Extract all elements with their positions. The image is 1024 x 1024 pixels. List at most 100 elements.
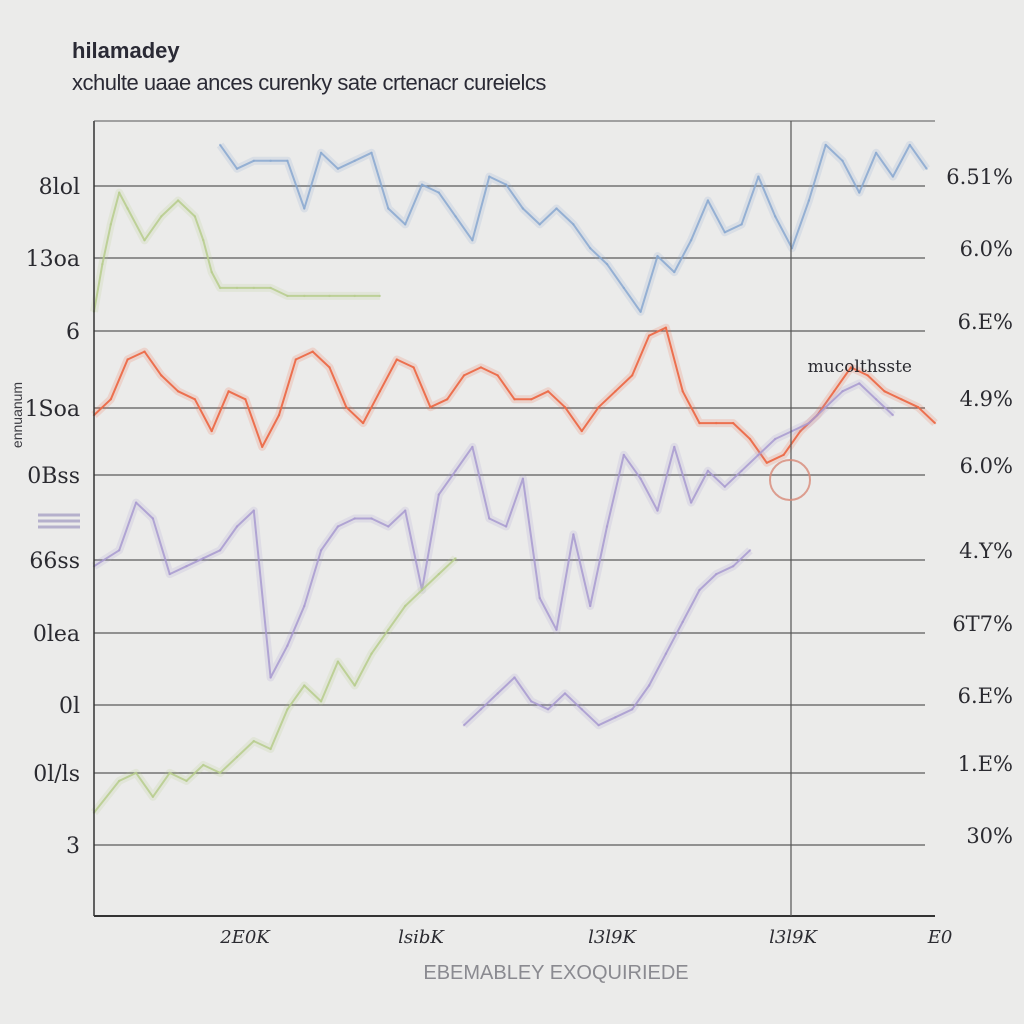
point-purple-lower-6 (563, 692, 567, 695)
point-red-29 (580, 429, 583, 433)
point-purple-9 (252, 509, 255, 512)
point-red-16 (361, 421, 365, 425)
y-right-tick-8: 1.E% (958, 752, 1013, 776)
point-green-15 (286, 294, 289, 298)
point-green-13 (252, 286, 255, 290)
point-purple-lower-1 (479, 708, 483, 711)
chart-title: hilamadey (72, 38, 180, 63)
y-left-tick-3: 1Soa (25, 397, 80, 422)
series-glow-green-lower (90, 555, 459, 816)
point-purple-lower-10 (631, 708, 634, 711)
point-green-lower-18 (404, 604, 407, 608)
point-blue-39 (874, 151, 878, 154)
y-left-tick-0: 8lol (39, 175, 80, 200)
point-purple-14 (336, 525, 340, 528)
point-red-40 (765, 461, 768, 464)
point-purple-lower-11 (647, 684, 651, 687)
point-purple-lower-4 (530, 700, 533, 703)
point-red-17 (378, 390, 382, 393)
point-green-10 (210, 270, 213, 274)
point-green-2 (109, 223, 113, 226)
point-red-19 (412, 366, 415, 369)
point-purple-lower-16 (732, 565, 735, 568)
axes (93, 120, 935, 917)
point-purple-18 (404, 509, 407, 512)
point-red-46 (866, 374, 869, 377)
point-green-8 (193, 215, 197, 218)
point-purple-lower-5 (546, 708, 550, 711)
point-red-18 (395, 358, 398, 361)
point-purple-46 (874, 398, 878, 401)
point-red-22 (462, 374, 466, 377)
y-left-tick-7: 0l (59, 694, 80, 719)
point-red-4 (160, 374, 163, 377)
point-blue-11 (404, 223, 407, 226)
point-red-50 (933, 421, 937, 425)
point-blue-42 (925, 167, 928, 170)
grid-lines (94, 185, 925, 846)
point-purple-25 (521, 477, 525, 480)
point-purple-lower-9 (614, 716, 617, 719)
x-tick-3: l3l9K (769, 927, 818, 948)
point-blue-3 (269, 159, 272, 162)
point-purple-34 (673, 445, 676, 449)
point-blue-7 (336, 167, 340, 170)
x-tick-1: lsibK (398, 927, 445, 948)
point-red-45 (849, 366, 853, 369)
series-line-green-lower (93, 557, 457, 814)
y-left-tick-1: 13oa (26, 247, 80, 272)
point-purple-44 (841, 390, 844, 393)
point-blue-20 (555, 207, 558, 210)
point-green-lower-14 (336, 660, 340, 663)
series-glow-red (91, 323, 938, 467)
point-red-30 (597, 406, 600, 409)
x-tick-2: l3l9K (588, 927, 637, 948)
point-blue-17 (504, 183, 508, 186)
point-purple-37 (723, 485, 726, 488)
point-red-33 (647, 334, 651, 337)
point-purple-35 (689, 501, 693, 504)
y-right-tick-5: 4.Y% (959, 539, 1013, 563)
point-purple-36 (706, 469, 710, 472)
point-green-lower-15 (353, 684, 356, 687)
point-purple-30 (605, 525, 609, 528)
point-green-4 (126, 207, 129, 210)
highlight-circle (769, 459, 811, 501)
y-left-tick-2: 6 (66, 320, 80, 345)
point-red-48 (900, 398, 903, 401)
point-purple-28 (572, 533, 575, 536)
tick-labels: 8lol 13oa 6 1Soa 0Bss 66ss 0lea 0l 0l/ls 3 6.51% 6.… (9, 165, 1013, 984)
point-purple-40 (774, 437, 777, 441)
series-glow-green (90, 188, 380, 313)
point-blue-30 (723, 231, 726, 234)
point-red-20 (429, 406, 432, 409)
point-red-7 (210, 429, 213, 433)
y-right-tick-6: 6T7% (952, 612, 1013, 636)
point-red-31 (614, 390, 617, 393)
y-left-tick-4: 0Bss (27, 464, 80, 489)
y-right-tick-4: 6.0% (960, 454, 1013, 478)
point-purple-47 (891, 413, 895, 417)
y-right-tick-3: 4.9% (960, 387, 1013, 411)
point-purple-33 (656, 509, 659, 512)
point-red-10 (261, 445, 264, 449)
point-blue-22 (589, 247, 592, 250)
point-purple-lower-14 (698, 588, 701, 592)
point-green-7 (176, 199, 180, 202)
point-red-38 (732, 421, 735, 425)
x-tick-4: E0 (927, 927, 953, 948)
series-glow-purple-lower (461, 547, 753, 730)
series-glow-blue (216, 140, 930, 316)
point-green-lower-1 (118, 779, 121, 783)
point-blue-2 (252, 159, 255, 162)
point-red-24 (496, 374, 499, 377)
point-green-lower-9 (252, 739, 255, 743)
point-green-lower-10 (269, 747, 272, 751)
point-green-9 (202, 239, 205, 242)
point-green-lower-8 (235, 755, 239, 759)
point-red-36 (698, 421, 701, 425)
point-purple-38 (740, 469, 743, 472)
point-blue-33 (774, 215, 777, 218)
chart-subtitle: xchulte uaae ances curenky sate crtenacr… (72, 70, 546, 95)
point-red-15 (345, 406, 348, 409)
